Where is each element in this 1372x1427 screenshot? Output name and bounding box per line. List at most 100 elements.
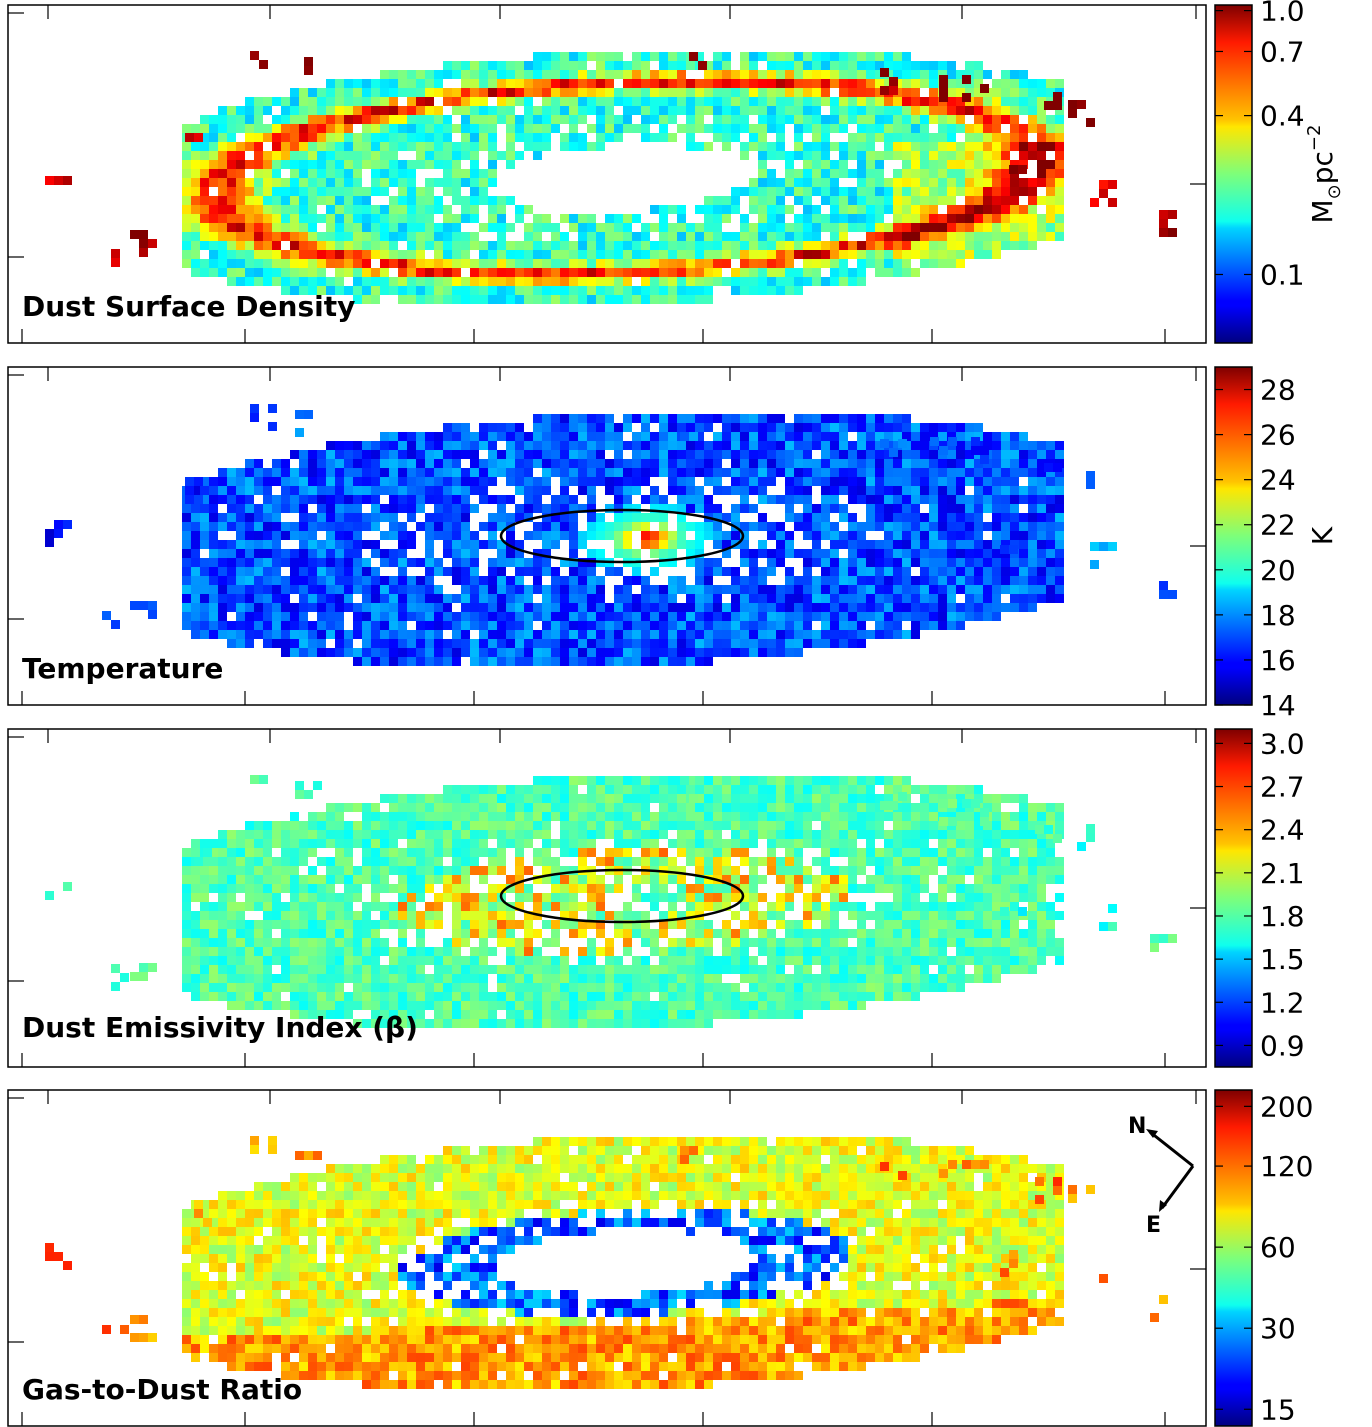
map-pixel <box>344 151 353 160</box>
map-pixel <box>911 124 920 133</box>
map-pixel <box>911 133 920 142</box>
map-pixel <box>371 459 380 468</box>
map-pixel <box>938 549 947 558</box>
map-pixel <box>992 187 1001 196</box>
map-pixel <box>587 576 596 585</box>
map-pixel <box>794 603 803 612</box>
map-pixel <box>623 513 632 522</box>
map-pixel <box>713 414 722 423</box>
map-pixel <box>353 567 362 576</box>
map-pixel <box>371 295 380 304</box>
map-pixel <box>479 61 488 70</box>
map-pixel <box>299 540 308 549</box>
map-pixel <box>1046 88 1055 97</box>
map-pixel <box>299 549 308 558</box>
map-pixel <box>938 223 947 232</box>
map-pixel <box>443 540 452 549</box>
map-pixel <box>380 794 389 803</box>
map-pixel <box>641 52 650 61</box>
map-pixel <box>848 612 857 621</box>
map-pixel <box>911 513 920 522</box>
map-pixel <box>317 477 326 486</box>
map-pixel <box>326 522 335 531</box>
map-pixel <box>353 259 362 268</box>
map-pixel <box>902 785 911 794</box>
map-pixel <box>1055 504 1064 513</box>
map-pixel <box>641 821 650 830</box>
map-pixel <box>344 585 353 594</box>
map-pixel <box>272 531 281 540</box>
map-pixel <box>731 241 740 250</box>
map-pixel <box>245 178 254 187</box>
map-pixel <box>461 79 470 88</box>
map-pixel <box>551 585 560 594</box>
map-pixel <box>695 450 704 459</box>
map-pixel <box>893 785 902 794</box>
map-pixel <box>749 97 758 106</box>
map-pixel <box>641 277 650 286</box>
map-pixel <box>389 259 398 268</box>
map-pixel <box>947 259 956 268</box>
map-pixel <box>893 414 902 423</box>
map-pixel <box>695 522 704 531</box>
map-pixel <box>830 223 839 232</box>
map-pixel <box>1010 232 1019 241</box>
map-pixel <box>227 214 236 223</box>
map-pixel <box>776 214 785 223</box>
map-pixel <box>983 196 992 205</box>
map-pixel <box>605 70 614 79</box>
map-pixel <box>758 286 767 295</box>
map-pixel <box>389 657 398 666</box>
map-pixel <box>200 232 209 241</box>
map-pixel <box>587 785 596 794</box>
map-pixel <box>974 106 983 115</box>
map-pixel <box>1010 812 1019 821</box>
map-pixel <box>1037 531 1046 540</box>
map-pixel <box>1046 830 1055 839</box>
map-pixel <box>776 594 785 603</box>
map-pixel <box>632 513 641 522</box>
map-pixel <box>911 61 920 70</box>
map-pixel <box>848 205 857 214</box>
map-pixel <box>1019 133 1028 142</box>
map-pixel <box>344 259 353 268</box>
map-pixel <box>470 133 479 142</box>
map-pixel <box>533 423 542 432</box>
map-pixel <box>695 423 704 432</box>
map-pixel <box>794 178 803 187</box>
map-pixel <box>1028 151 1037 160</box>
map-pixel <box>398 259 407 268</box>
map-pixel <box>434 603 443 612</box>
map-pixel <box>893 522 902 531</box>
map-pixel <box>686 549 695 558</box>
map-pixel <box>227 241 236 250</box>
map-pixel <box>542 612 551 621</box>
map-pixel <box>389 142 398 151</box>
map-pixel <box>380 205 389 214</box>
map-pixel <box>542 549 551 558</box>
map-pixel <box>749 612 758 621</box>
map-pixel <box>191 558 200 567</box>
map-pixel <box>587 124 596 133</box>
map-pixel <box>920 432 929 441</box>
map-pixel <box>605 106 614 115</box>
map-pixel <box>830 178 839 187</box>
map-pixel <box>776 187 785 196</box>
map-pixel <box>596 223 605 232</box>
map-pixel <box>776 414 785 423</box>
map-pixel <box>686 286 695 295</box>
map-pixel <box>956 459 965 468</box>
map-pixel <box>965 441 974 450</box>
map-pixel <box>686 142 695 151</box>
map-pixel <box>281 648 290 657</box>
map-pixel <box>524 61 533 70</box>
map-pixel <box>335 214 344 223</box>
map-pixel <box>938 214 947 223</box>
map-pixel <box>848 250 857 259</box>
map-pixel <box>344 468 353 477</box>
map-pixel <box>560 459 569 468</box>
map-pixel <box>641 812 650 821</box>
map-pixel <box>866 423 875 432</box>
map-pixel <box>344 558 353 567</box>
map-pixel <box>749 585 758 594</box>
